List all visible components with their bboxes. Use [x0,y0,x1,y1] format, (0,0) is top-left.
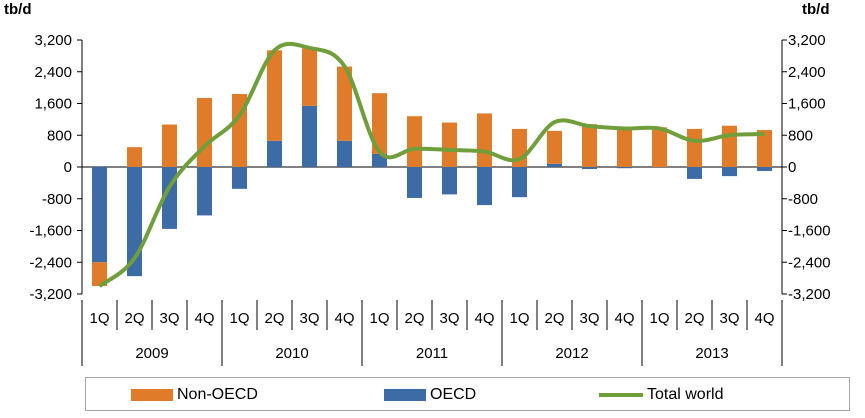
bar-oecd [757,167,772,171]
left-ytick-label: 800 [47,127,72,144]
bar-non-oecd [547,130,562,164]
bar-non-oecd [617,127,632,167]
quarter-label: 1Q [509,310,529,327]
bar-non-oecd [92,262,107,287]
quarter-label: 2Q [684,310,704,327]
year-label: 2009 [135,345,168,362]
bar-non-oecd [757,130,772,167]
bar-non-oecd [407,116,422,167]
quarter-label: 3Q [719,310,739,327]
right-ytick-label: 2,400 [788,64,826,81]
bar-oecd [337,140,352,167]
right-ytick-label: 800 [788,127,813,144]
bar-oecd [407,167,422,198]
bar-oecd [477,167,492,206]
quarter-label: 2Q [264,310,284,327]
bar-non-oecd [442,122,457,167]
bar-oecd [442,167,457,195]
bar-non-oecd [302,48,317,106]
quarter-label: 3Q [299,310,319,327]
bar-non-oecd [267,50,282,141]
bar-oecd [547,163,562,167]
total-world-line [98,41,765,288]
year-label: 2010 [275,345,308,362]
bar-oecd [617,167,632,169]
left-ytick-label: -800 [42,191,72,208]
bar-non-oecd [162,124,177,167]
right-ytick-label: -2,400 [788,254,831,271]
legend: Non-OECD OECD Total world [85,377,850,411]
quarter-label: 3Q [159,310,179,327]
bar-non-oecd [477,113,492,167]
legend-label-non-oecd: Non-OECD [177,386,258,403]
bar-non-oecd [582,124,597,167]
right-ytick-label: 3,200 [788,32,826,49]
quarter-label: 4Q [474,310,494,327]
bar-oecd [92,167,107,263]
quarter-label: 1Q [229,310,249,327]
right-unit-label: tb/d [802,1,830,18]
bar-oecd [197,167,212,216]
quarter-label: 1Q [649,310,669,327]
bar-non-oecd [652,127,667,167]
legend-item-non-oecd: Non-OECD [131,386,258,404]
bar-non-oecd [337,66,352,141]
right-ytick-label: -800 [788,191,818,208]
bar-oecd [687,167,702,179]
quarter-label: 1Q [369,310,389,327]
left-ytick-label: 1,600 [34,96,72,113]
legend-swatch-oecd [384,389,426,401]
bar-oecd [267,140,282,167]
bar-oecd [722,167,737,177]
quarter-label: 4Q [334,310,354,327]
legend-label-oecd: OECD [430,386,477,403]
year-label: 2011 [416,345,448,362]
bar-non-oecd [127,147,142,167]
left-ytick-label: -2,400 [29,254,72,271]
legend-label-total-world: Total world [647,386,724,403]
bar-oecd [302,105,317,167]
quarter-label: 4Q [194,310,214,327]
bar-non-oecd [687,128,702,167]
quarter-label: 4Q [754,310,774,327]
right-ytick-label: -3,200 [788,286,831,303]
left-ytick-label: 0 [64,159,72,176]
quarter-label: 3Q [579,310,599,327]
left-ytick-label: -1,600 [29,223,72,240]
right-ytick-label: 0 [788,159,796,176]
legend-item-total-world: Total world [599,386,723,404]
left-ytick-label: 2,400 [34,64,72,81]
bar-non-oecd [197,97,212,167]
left-unit-label: tb/d [4,1,32,18]
bar-non-oecd [722,125,737,167]
legend-item-oecd: OECD [384,386,476,404]
right-ytick-label: -1,600 [788,223,831,240]
quarter-label: 2Q [124,310,144,327]
left-ytick-label: 3,200 [34,32,72,49]
quarter-label: 1Q [89,310,109,327]
chart: tb/d tb/d 3,200 3,200 2,400 2,400 1,600 1,600… [4,1,831,366]
quarter-label: 2Q [404,310,424,327]
legend-swatch-non-oecd [131,389,173,401]
legend-swatch-total-world [599,393,643,397]
bar-oecd [512,167,527,198]
right-ytick-label: 1,600 [788,96,826,113]
bar-non-oecd [372,93,387,154]
year-label: 2012 [555,345,588,362]
left-ytick-label: -3,200 [29,286,72,303]
year-label: 2013 [695,345,728,362]
quarter-label: 3Q [439,310,459,327]
bar-oecd [232,167,247,189]
bar-oecd [582,167,597,169]
quarter-label: 2Q [544,310,564,327]
quarter-label: 4Q [614,310,634,327]
